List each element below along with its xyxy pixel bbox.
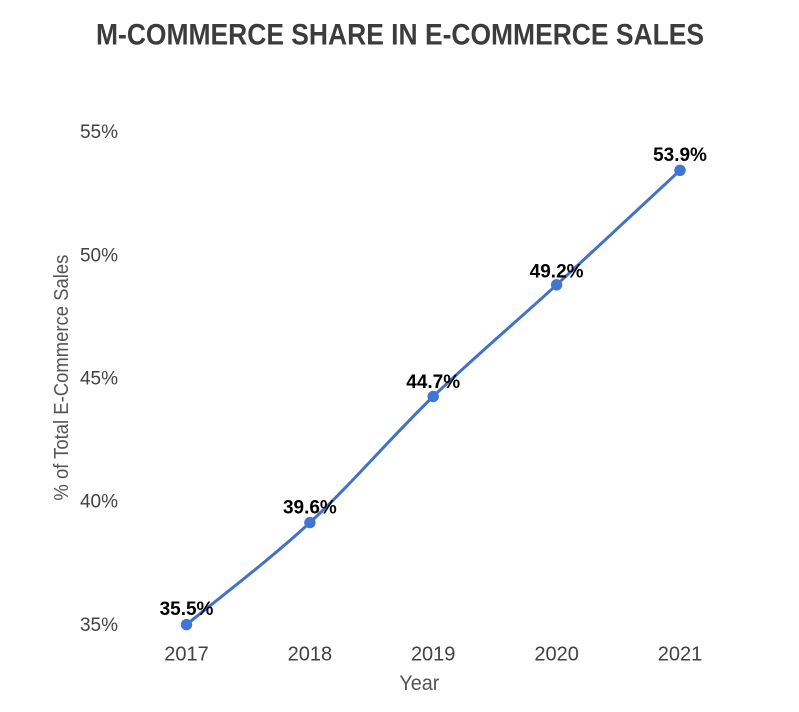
svg-text:M-COMMERCE SHARE IN E-COMMERCE: M-COMMERCE SHARE IN E-COMMERCE SALES: [96, 19, 704, 52]
svg-text:53.9%: 53.9%: [653, 145, 707, 166]
svg-text:2018: 2018: [288, 643, 333, 665]
svg-text:35.5%: 35.5%: [160, 599, 214, 620]
svg-text:50%: 50%: [80, 245, 118, 266]
svg-text:Year: Year: [399, 672, 439, 695]
svg-text:40%: 40%: [80, 492, 118, 513]
svg-text:35%: 35%: [80, 615, 118, 636]
svg-text:2020: 2020: [534, 643, 579, 665]
svg-text:55%: 55%: [80, 122, 118, 143]
svg-text:% of Total E-Commerce Sales: % of Total E-Commerce Sales: [51, 255, 73, 501]
svg-text:45%: 45%: [80, 369, 118, 390]
svg-text:49.2%: 49.2%: [530, 262, 584, 283]
svg-text:39.6%: 39.6%: [283, 498, 337, 519]
svg-text:2021: 2021: [658, 643, 703, 665]
svg-text:2019: 2019: [411, 643, 456, 665]
svg-text:44.7%: 44.7%: [406, 372, 460, 393]
svg-text:2017: 2017: [164, 643, 209, 665]
